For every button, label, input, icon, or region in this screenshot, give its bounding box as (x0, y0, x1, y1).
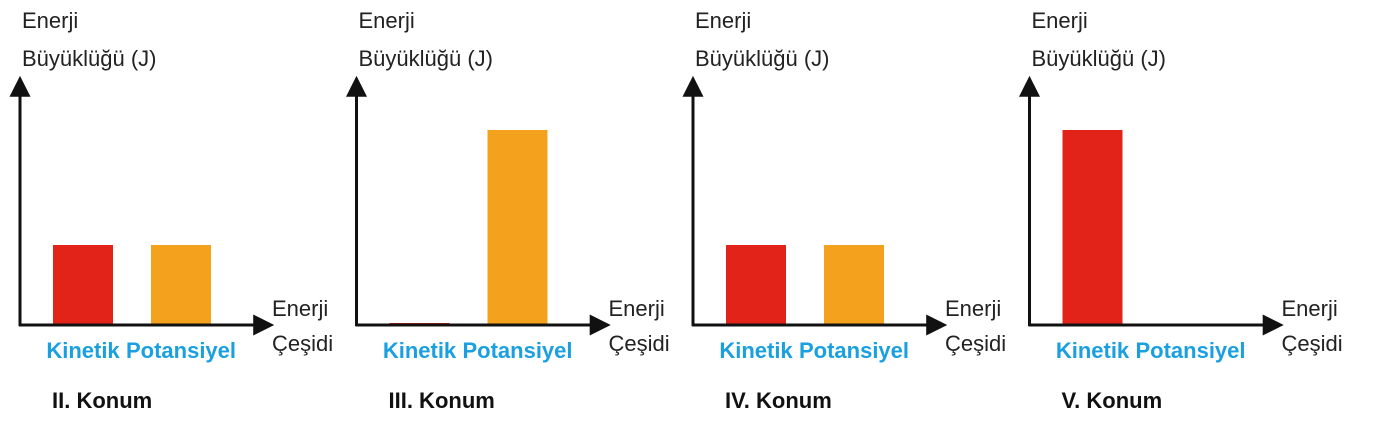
bar (824, 245, 884, 325)
y-axis-label: Büyüklüğü (J) (359, 46, 494, 71)
y-axis-label: Enerji (359, 8, 415, 33)
y-axis-label: Enerji (695, 8, 751, 33)
y-axis-label: Büyüklüğü (J) (695, 46, 830, 71)
category-label: Kinetik (1056, 338, 1130, 363)
y-axis-label: Enerji (1032, 8, 1088, 33)
category-label: Potansiyel (462, 338, 572, 363)
y-axis-label: Enerji (22, 8, 78, 33)
category-label: Potansiyel (1135, 338, 1245, 363)
y-axis-label: Büyüklüğü (J) (22, 46, 157, 71)
bar (487, 130, 548, 325)
y-axis-label: Büyüklüğü (J) (1032, 46, 1167, 71)
category-label: Kinetik (46, 338, 120, 363)
chart-title: IV. Konum (725, 388, 832, 413)
bar (151, 245, 211, 325)
category-label: Potansiyel (799, 338, 909, 363)
category-label: Potansiyel (126, 338, 236, 363)
x-axis-label: Enerji (1282, 296, 1338, 321)
chart-title: V. Konum (1062, 388, 1163, 413)
chart-title: III. Konum (389, 388, 495, 413)
bar (1062, 130, 1123, 325)
x-axis-label: Çeşidi (609, 331, 670, 356)
bar (53, 245, 113, 325)
x-axis-label: Enerji (272, 296, 328, 321)
x-axis-label: Enerji (609, 296, 665, 321)
category-label: Kinetik (719, 338, 793, 363)
x-axis-label: Enerji (945, 296, 1001, 321)
x-axis-label: Çeşidi (272, 331, 333, 356)
category-label: Kinetik (383, 338, 457, 363)
chart-title: II. Konum (52, 388, 152, 413)
x-axis-label: Çeşidi (1282, 331, 1343, 356)
x-axis-label: Çeşidi (945, 331, 1006, 356)
bar (726, 245, 786, 325)
